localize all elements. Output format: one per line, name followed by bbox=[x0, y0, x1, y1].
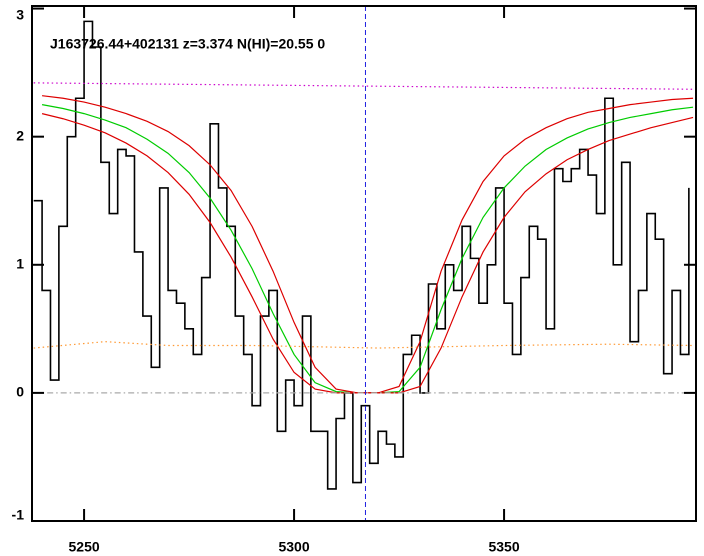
x-tick-label: 5300 bbox=[278, 539, 309, 555]
y-tick-label: 3 bbox=[16, 7, 24, 23]
y-tick-label: 1 bbox=[16, 255, 24, 271]
x-tick-label: 5250 bbox=[69, 539, 100, 555]
y-tick-label: 2 bbox=[16, 127, 24, 143]
y-tick-label: 0 bbox=[16, 384, 24, 400]
series-line bbox=[33, 341, 694, 349]
chart-title: J163726.44+402131 z=3.374 N(HI)=20.55 0 bbox=[50, 36, 325, 52]
plot-frame bbox=[31, 5, 697, 522]
y-tick-label: -1 bbox=[12, 507, 25, 523]
series-line bbox=[33, 82, 694, 90]
x-tick-label: 5350 bbox=[488, 539, 519, 555]
series-line bbox=[33, 20, 690, 490]
plot-area bbox=[33, 6, 694, 521]
